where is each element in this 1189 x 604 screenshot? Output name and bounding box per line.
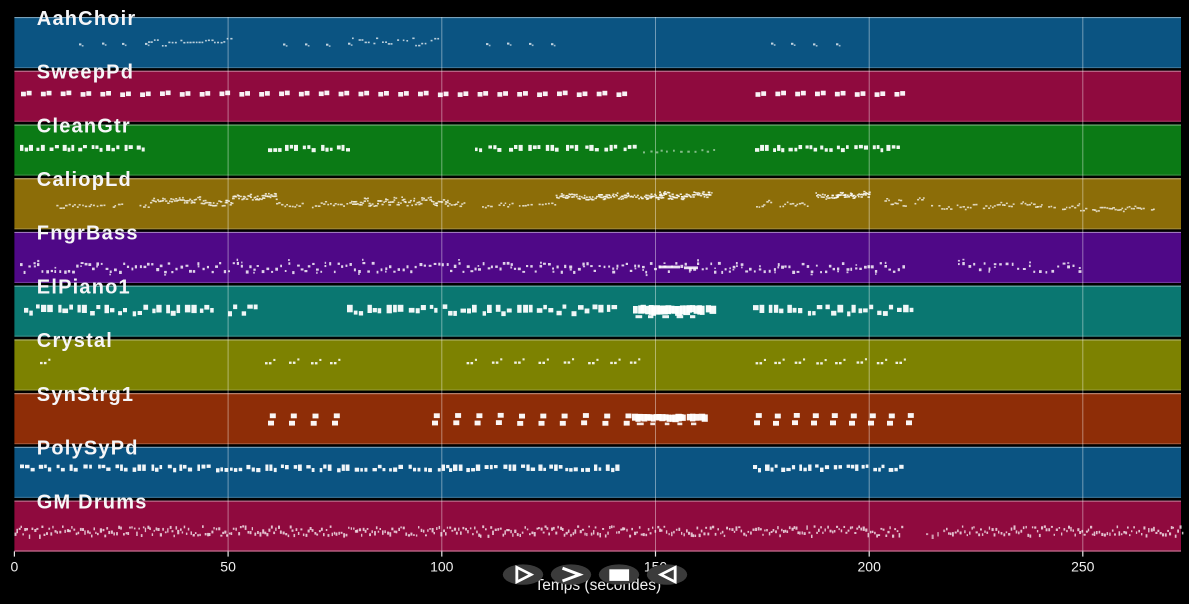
svg-text:PolySyPd: PolySyPd (37, 438, 139, 460)
svg-text:50: 50 (220, 559, 236, 575)
svg-text:SynStrg1: SynStrg1 (37, 384, 134, 406)
svg-text:200: 200 (858, 559, 882, 575)
svg-text:CleanGtr: CleanGtr (37, 115, 131, 137)
svg-text:250: 250 (1071, 559, 1095, 575)
svg-text:100: 100 (430, 559, 454, 575)
svg-text:Crystal: Crystal (37, 330, 113, 352)
svg-text:0: 0 (11, 559, 19, 575)
svg-text:AahChoir: AahChoir (37, 8, 137, 30)
svg-text:GM Drums: GM Drums (37, 491, 148, 513)
svg-text:SweepPd: SweepPd (37, 62, 134, 84)
svg-text:FngrBass: FngrBass (37, 223, 139, 245)
svg-text:CaliopLd: CaliopLd (37, 169, 132, 191)
svg-text:ElPiano1: ElPiano1 (37, 276, 131, 298)
